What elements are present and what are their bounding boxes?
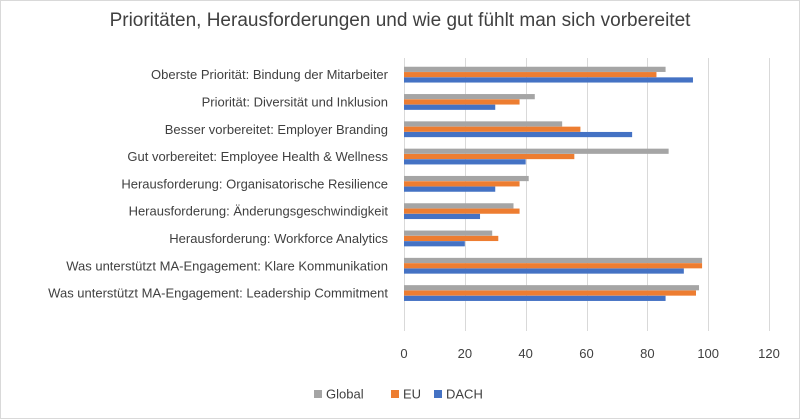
x-tick-label: 20 xyxy=(458,346,472,361)
bar-eu-1 xyxy=(404,99,520,105)
category-label: Priorität: Diversität und Inklusion xyxy=(202,94,388,109)
legend-label-dach: DACH xyxy=(446,387,483,402)
category-labels: Oberste Priorität: Bindung der Mitarbeit… xyxy=(48,67,388,300)
legend-swatch-global xyxy=(314,390,322,398)
x-tick-label: 60 xyxy=(579,346,593,361)
x-tick-label: 100 xyxy=(697,346,719,361)
bar-eu-0 xyxy=(404,72,657,78)
category-label: Herausforderung: Workforce Analytics xyxy=(169,231,388,246)
bar-global-6 xyxy=(404,230,493,236)
bar-eu-7 xyxy=(404,263,703,269)
bar-global-4 xyxy=(404,175,529,182)
legend-label-eu: EU xyxy=(403,387,421,402)
x-tick-label: 80 xyxy=(640,346,654,361)
bar-global-3 xyxy=(404,148,669,154)
bar-eu-6 xyxy=(404,235,499,242)
bar-dach-5 xyxy=(404,213,481,220)
bar-dach-8 xyxy=(404,295,666,301)
bar-dach-4 xyxy=(404,186,496,192)
legend: Global EU DACH xyxy=(314,387,483,402)
category-label: Gut vorbereitet: Employee Health & Welln… xyxy=(127,149,388,164)
legend-label-global: Global xyxy=(326,387,364,402)
bar-global-2 xyxy=(404,121,563,127)
x-tick-label: 40 xyxy=(518,346,532,361)
bar-global-8 xyxy=(404,285,700,291)
bar-dach-3 xyxy=(404,159,526,165)
x-tick-label: 0 xyxy=(400,346,407,361)
bar-eu-2 xyxy=(404,126,581,132)
bar-global-1 xyxy=(404,94,535,100)
bar-global-0 xyxy=(404,66,666,72)
category-label: Was unterstützt MA-Engagement: Klare Kom… xyxy=(66,258,388,273)
x-tick-label: 120 xyxy=(758,346,780,361)
bar-global-7 xyxy=(404,257,703,264)
bar-dach-0 xyxy=(404,77,693,83)
bar-dach-7 xyxy=(404,268,684,274)
bars xyxy=(404,66,703,301)
category-label: Was unterstützt MA-Engagement: Leadershi… xyxy=(48,286,388,301)
bar-dach-1 xyxy=(404,104,496,110)
bar-eu-3 xyxy=(404,153,575,160)
category-label: Herausforderung: Änderungsgeschwindigkei… xyxy=(129,204,389,219)
bar-global-5 xyxy=(404,203,514,209)
category-label: Oberste Priorität: Bindung der Mitarbeit… xyxy=(151,67,389,82)
chart-title: Prioritäten, Herausforderungen und wie g… xyxy=(109,10,691,31)
bar-eu-5 xyxy=(404,208,520,214)
x-tick-labels: 0 20 40 60 80 100 120 xyxy=(400,346,779,361)
bar-eu-8 xyxy=(404,290,696,296)
legend-swatch-eu xyxy=(391,390,399,398)
category-label: Herausforderung: Organisatorische Resili… xyxy=(121,176,388,191)
bar-dach-6 xyxy=(404,241,465,247)
legend-swatch-dach xyxy=(434,390,442,398)
category-label: Besser vorbereitet: Employer Branding xyxy=(165,122,388,137)
bar-dach-2 xyxy=(404,131,633,138)
bar-eu-4 xyxy=(404,181,520,187)
